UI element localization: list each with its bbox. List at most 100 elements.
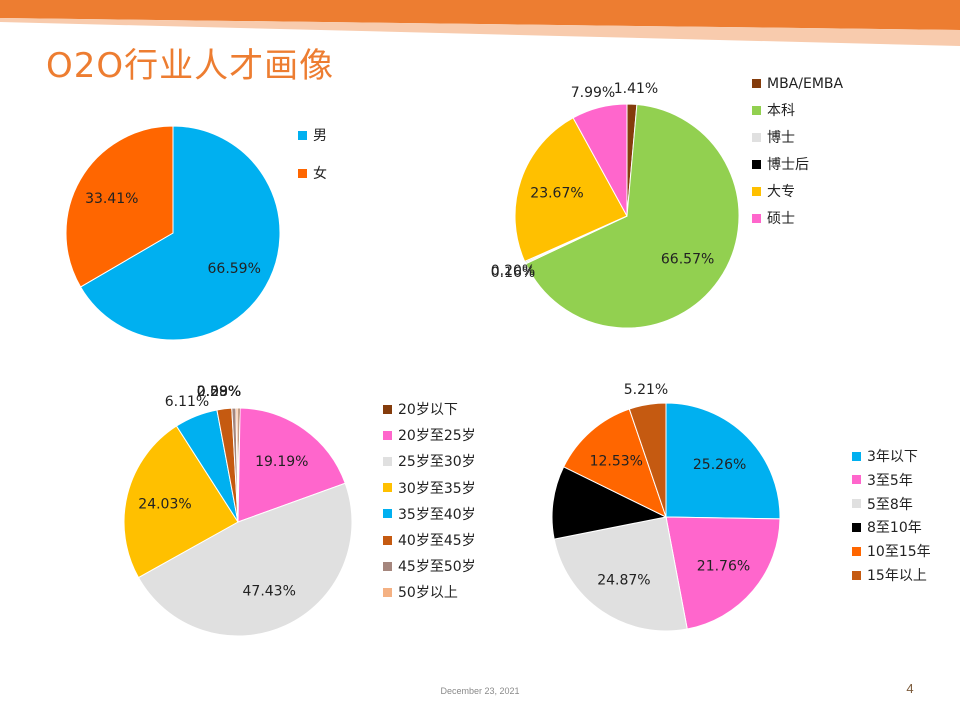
education-pie: 1.41% 66.57% 0.20%0.16% 23.67% 7.99% (491, 81, 740, 329)
legend-swatch (383, 587, 392, 597)
legend-swatch (852, 570, 861, 580)
legend-swatch (752, 105, 761, 115)
legend-swatch (383, 509, 392, 519)
experience-legend-item: 8至10年 (852, 518, 922, 538)
gender-slice-1 (65, 125, 174, 288)
education-slice-4 (514, 117, 628, 263)
age-legend-item: 20岁以下 (383, 400, 458, 420)
legend-label: 博士 (767, 130, 795, 146)
legend-label: 博士后 (767, 157, 809, 173)
experience-data-label-5: 5.21% (624, 382, 668, 398)
legend-swatch (383, 535, 392, 545)
legend-swatch (298, 168, 307, 178)
experience-legend-item: 3年以下 (852, 447, 918, 467)
education-legend-item: 硕士 (752, 209, 795, 229)
experience-slice-0 (665, 402, 781, 520)
page-number: 4 (906, 681, 914, 696)
age-data-label-2: 47.43% (243, 584, 296, 600)
education-legend-item: MBA/EMBA (752, 74, 843, 94)
legend-label: 10至15年 (867, 544, 931, 561)
legend-swatch (852, 475, 861, 485)
education-slice-1 (525, 103, 740, 329)
age-slice-7 (235, 407, 239, 523)
experience-slice-4 (562, 408, 667, 518)
experience-slice-5 (628, 402, 667, 518)
legend-label: 男 (313, 128, 327, 144)
gender-legend-item: 男 (298, 126, 327, 146)
legend-label: 40岁至45岁 (398, 533, 476, 549)
experience-legend-item: 3至5年 (852, 471, 913, 491)
legend-label: 50岁以上 (398, 585, 458, 602)
experience-pie: 25.26% 21.76% 24.87% 12.53% 5.21% (551, 382, 781, 632)
legend-label: 8至10年 (867, 520, 922, 537)
education-data-label-0: 1.41% (614, 81, 658, 97)
experience-legend-item: 10至15年 (852, 542, 931, 562)
age-legend-item: 30岁至35岁 (383, 479, 476, 499)
legend-swatch (383, 483, 392, 493)
education-legend-item: 本科 (752, 101, 795, 121)
legend-swatch (752, 132, 761, 142)
legend-label: 3至5年 (867, 472, 913, 489)
age-slice-2 (137, 482, 353, 637)
gender-legend-item: 女 (298, 164, 327, 184)
legend-label: 硕士 (767, 211, 795, 227)
slide-title: O2O行业人才画像 (46, 46, 335, 86)
experience-legend-item: 5至8年 (852, 495, 913, 515)
education-data-label-5: 7.99% (571, 85, 615, 101)
legend-swatch (852, 451, 861, 461)
experience-legend-item: 15年以上 (852, 566, 927, 586)
legend-label: 3年以下 (867, 449, 918, 465)
education-legend-item: 大专 (752, 182, 795, 202)
legend-swatch (298, 130, 307, 140)
experience-slice-2 (553, 516, 688, 632)
legend-swatch (752, 186, 761, 196)
legend-label: 20岁以下 (398, 402, 458, 418)
legend-label: 45岁至50岁 (398, 559, 476, 576)
legend-swatch (852, 499, 861, 509)
age-data-label-1: 19.19% (255, 454, 308, 470)
legend-swatch (752, 213, 761, 223)
age-legend-item: 50岁以上 (383, 583, 458, 603)
footer-date: December 23, 2021 (440, 686, 520, 696)
legend-label: 35岁至40岁 (398, 506, 476, 523)
legend-swatch (383, 561, 392, 571)
gender-slice-0 (79, 125, 281, 341)
age-legend-item: 25岁至30岁 (383, 452, 476, 472)
education-data-label-2: 0.20% (491, 263, 535, 279)
education-data-label-4: 23.67% (530, 185, 583, 201)
legend-label: 本科 (767, 103, 795, 119)
legend-label: 30岁至35岁 (398, 480, 476, 497)
education-data-label-3: 0.16% (491, 265, 535, 281)
age-pie: 0.29%19.19%47.43%24.03%6.11%2.09%0.58%0.… (123, 384, 353, 637)
legend-swatch (752, 78, 761, 88)
age-legend-item: 45岁至50岁 (383, 557, 476, 577)
age-data-label-6: 0.58% (197, 384, 241, 400)
legend-swatch (383, 404, 392, 414)
experience-data-label-2: 24.87% (597, 572, 650, 588)
legend-swatch (383, 430, 392, 440)
age-data-label-5: 2.09% (197, 384, 241, 400)
gender-data-label-0: 66.59% (208, 261, 261, 277)
age-legend-item: 40岁至45岁 (383, 531, 476, 551)
age-data-label-0: 0.29% (197, 384, 241, 400)
experience-data-label-0: 25.26% (693, 457, 746, 473)
top-accent-bar (0, 0, 960, 46)
age-slice-3 (123, 425, 239, 579)
experience-data-label-1: 21.76% (697, 559, 750, 575)
legend-swatch (752, 159, 761, 169)
legend-label: MBA/EMBA (767, 76, 844, 92)
gender-data-label-1: 33.41% (85, 191, 138, 207)
education-data-label-1: 66.57% (661, 251, 714, 267)
age-slice-1 (237, 407, 346, 523)
age-data-label-3: 24.03% (138, 497, 191, 513)
legend-label: 15年以上 (867, 568, 927, 584)
legend-label: 女 (313, 166, 327, 182)
age-legend-item: 35岁至40岁 (383, 505, 476, 525)
gender-pie: 66.59% 33.41% (65, 125, 281, 341)
education-slice-5 (572, 103, 628, 217)
legend-label: 25岁至30岁 (398, 454, 476, 471)
legend-label: 20岁至25岁 (398, 428, 476, 445)
experience-data-label-4: 12.53% (590, 454, 643, 470)
legend-swatch (852, 522, 861, 532)
